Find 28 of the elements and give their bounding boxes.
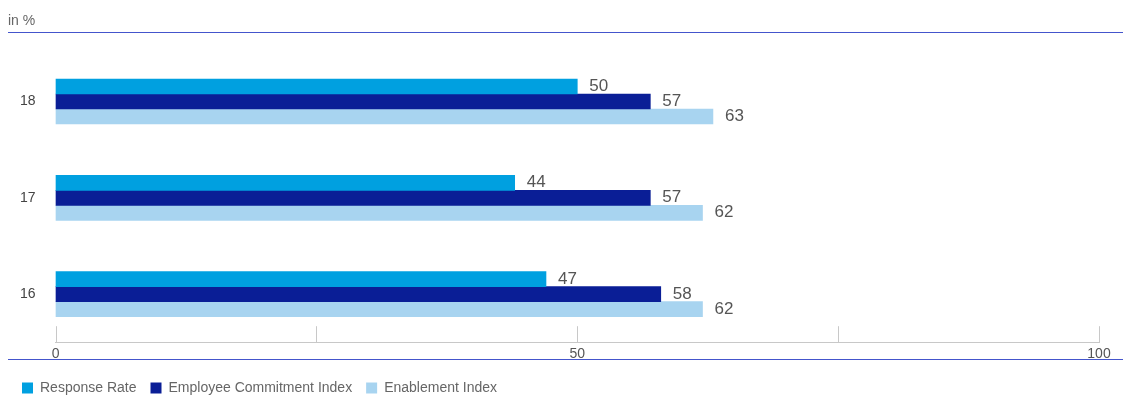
x-tick-label: 100 (1087, 345, 1111, 362)
y-tick-label: 18 (19, 92, 36, 109)
data-label: 57 (662, 187, 682, 207)
data-label: 58 (672, 283, 692, 303)
x-tick-label: 50 (569, 345, 586, 362)
bar (55, 271, 547, 287)
y-tick-label: 16 (19, 284, 36, 301)
bar (55, 204, 703, 221)
bar (55, 286, 662, 302)
legend-label: Response Rate (40, 378, 137, 395)
bar (55, 108, 714, 125)
data-label: 63 (724, 106, 744, 126)
data-label: 44 (526, 172, 546, 192)
x-tick-label: 0 (51, 345, 60, 362)
bar (55, 93, 651, 110)
legend-label: Employee Commitment Index (168, 378, 353, 395)
bar (55, 189, 651, 206)
bar (55, 174, 516, 191)
chart-subtitle: in % (8, 11, 37, 30)
data-label: 57 (662, 91, 682, 111)
bar (55, 78, 578, 95)
data-label: 50 (589, 76, 609, 96)
data-label: 47 (557, 268, 577, 288)
data-label: 62 (714, 202, 734, 222)
bar (55, 301, 703, 317)
y-tick-label: 17 (19, 188, 36, 205)
data-label: 62 (714, 298, 734, 318)
legend-label: Enablement Index (384, 378, 497, 395)
